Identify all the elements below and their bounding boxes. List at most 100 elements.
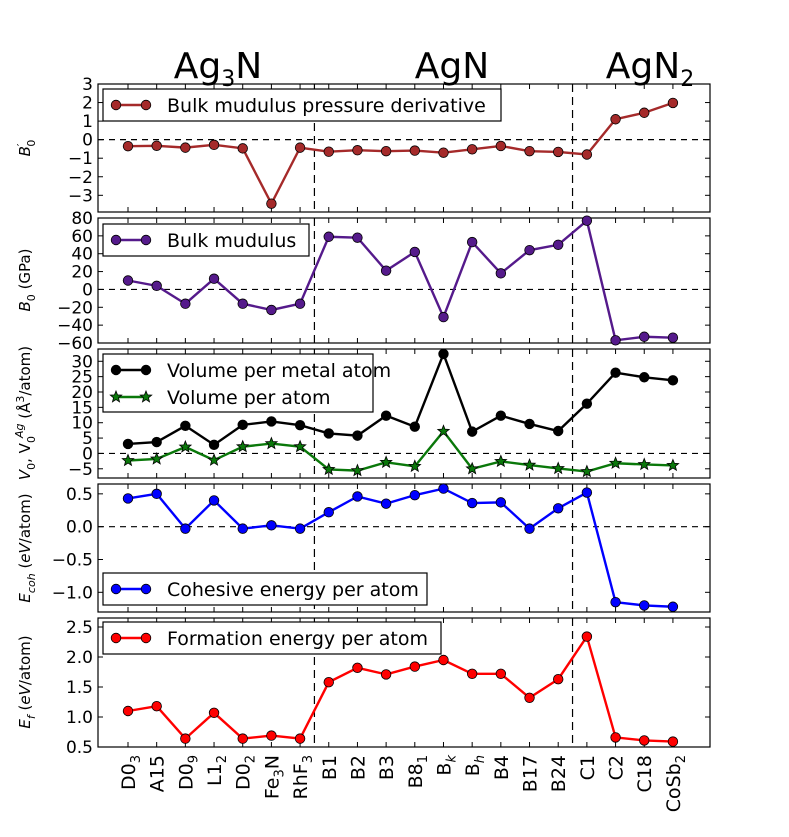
data-point-b0-0-17: [610, 335, 621, 346]
data-point-volume-0-19: [667, 375, 679, 386]
data-point-ef-0-1: [151, 701, 162, 712]
legend-marker: [140, 234, 152, 246]
data-point-volume-0-4: [237, 419, 248, 431]
ytick-label: 60: [71, 227, 93, 247]
legend-label: Cohesive energy per atom: [167, 579, 419, 601]
data-point-ecoh-0-11: [438, 483, 449, 494]
legend-marker: [110, 234, 122, 246]
data-point-b0-0-7: [323, 231, 334, 242]
data-point-volume-1-2: [178, 439, 193, 453]
data-point-ecoh-0-9: [380, 498, 392, 509]
data-point-bprime-0-14: [524, 145, 535, 157]
data-point-volume-1-9: [379, 455, 393, 469]
data-point-bprime-0-13: [495, 140, 507, 152]
data-point-ef-0-15: [553, 674, 564, 685]
data-point-b0-0-4: [237, 298, 248, 309]
category-label-2: D09: [175, 755, 201, 790]
data-point-volume-0-2: [180, 420, 191, 431]
data-point-b0-0-18: [639, 331, 650, 342]
data-point-ef-0-12: [466, 668, 478, 680]
data-point-ef-0-14: [524, 692, 535, 704]
legend-marker: [110, 99, 122, 111]
data-point-ecoh-0-16: [581, 487, 593, 498]
data-point-ecoh-0-8: [352, 491, 363, 502]
data-point-ecoh-0-3: [208, 495, 220, 506]
panel-ef: 2.5 2.0 1.5 1.0 0.5 Formation energy per atom: [66, 617, 711, 758]
data-point-ecoh-0-15: [553, 503, 564, 514]
data-point-ef-0-16: [581, 631, 593, 642]
data-point-bprime-0-4: [237, 143, 248, 154]
ytick-label: 80: [71, 209, 93, 229]
data-point-ecoh-0-5: [266, 520, 277, 531]
data-point-volume-0-16: [581, 398, 593, 409]
series-line-volume-1: [127, 429, 673, 473]
ytick-label: −5: [68, 460, 93, 480]
data-point-ecoh-0-2: [180, 523, 191, 534]
data-point-volume-1-8: [350, 463, 365, 477]
ytick-label: 0: [82, 280, 93, 300]
data-point-b0-0-11: [438, 311, 449, 323]
group-title-1: AgN: [415, 46, 489, 87]
legend-ef: Formation energy per atom: [102, 621, 442, 655]
data-point-ef-0-3: [208, 707, 220, 719]
data-point-volume-0-11: [438, 348, 449, 360]
category-label-11: Bk: [433, 755, 459, 776]
category-label-12: Bh: [462, 755, 488, 776]
data-point-volume-1-18: [637, 457, 651, 471]
category-label-18: C18: [634, 755, 656, 792]
data-point-volume-0-1: [151, 436, 162, 448]
data-point-b0-0-10: [409, 246, 421, 258]
data-point-bprime-0-15: [553, 146, 564, 158]
series-line-b0-0: [127, 218, 673, 342]
category-label-8: B2: [347, 755, 369, 780]
ytick-label: 10: [71, 414, 93, 434]
data-point-bprime-0-8: [352, 145, 363, 156]
category-label-4: D02: [233, 755, 259, 790]
category-label-10: B81: [405, 755, 431, 788]
data-point-bprime-0-12: [466, 144, 478, 155]
panel-frame-bprime: [97, 83, 711, 213]
category-label-9: B3: [376, 755, 398, 780]
data-point-volume-1-12: [465, 461, 479, 475]
data-point-volume-0-13: [495, 410, 507, 421]
data-point-volume-0-14: [524, 418, 535, 430]
data-point-ecoh-0-4: [237, 523, 248, 534]
data-point-ef-0-10: [409, 661, 421, 672]
data-point-volume-0-18: [639, 372, 650, 383]
category-label-3: L12: [204, 755, 230, 786]
data-point-ecoh-0-13: [495, 497, 507, 508]
category-label-6: RhF3: [290, 755, 316, 799]
data-point-volume-0-12: [466, 426, 478, 437]
legend-marker: [110, 583, 122, 595]
ytick-label: −60: [57, 334, 93, 354]
data-point-b0-0-15: [553, 239, 564, 250]
data-point-b0-0-8: [352, 232, 363, 243]
category-label-14: B17: [520, 755, 542, 792]
data-point-ef-0-4: [237, 733, 248, 744]
legend-marker: [140, 632, 152, 644]
panel-frame-b0: [97, 217, 711, 344]
data-point-b0-0-0: [122, 275, 134, 286]
data-point-b0-0-19: [667, 332, 679, 343]
data-point-volume-1-19: [666, 458, 680, 472]
data-point-ecoh-0-0: [122, 493, 134, 504]
data-point-b0-0-12: [466, 236, 478, 248]
data-point-ecoh-0-6: [294, 523, 306, 534]
data-point-volume-0-3: [208, 439, 220, 451]
data-point-bprime-0-18: [639, 107, 650, 118]
ytick-label: 5: [82, 429, 93, 449]
data-point-volume-1-16: [580, 464, 594, 478]
category-label-1: A15: [147, 755, 169, 792]
category-label-16: C1: [577, 755, 599, 780]
data-point-volume-1-17: [608, 456, 623, 469]
legend-label: Volume per atom: [167, 387, 331, 409]
data-point-b0-0-13: [495, 268, 507, 279]
panel-ecoh: 0.5 0.0 −0.5 −1.0 Cohesive energy per atom: [52, 483, 711, 613]
data-point-ef-0-19: [667, 736, 679, 747]
data-point-ecoh-0-1: [151, 488, 162, 500]
ytick-label: 20: [71, 383, 93, 403]
ytick-label: 0: [82, 131, 93, 151]
